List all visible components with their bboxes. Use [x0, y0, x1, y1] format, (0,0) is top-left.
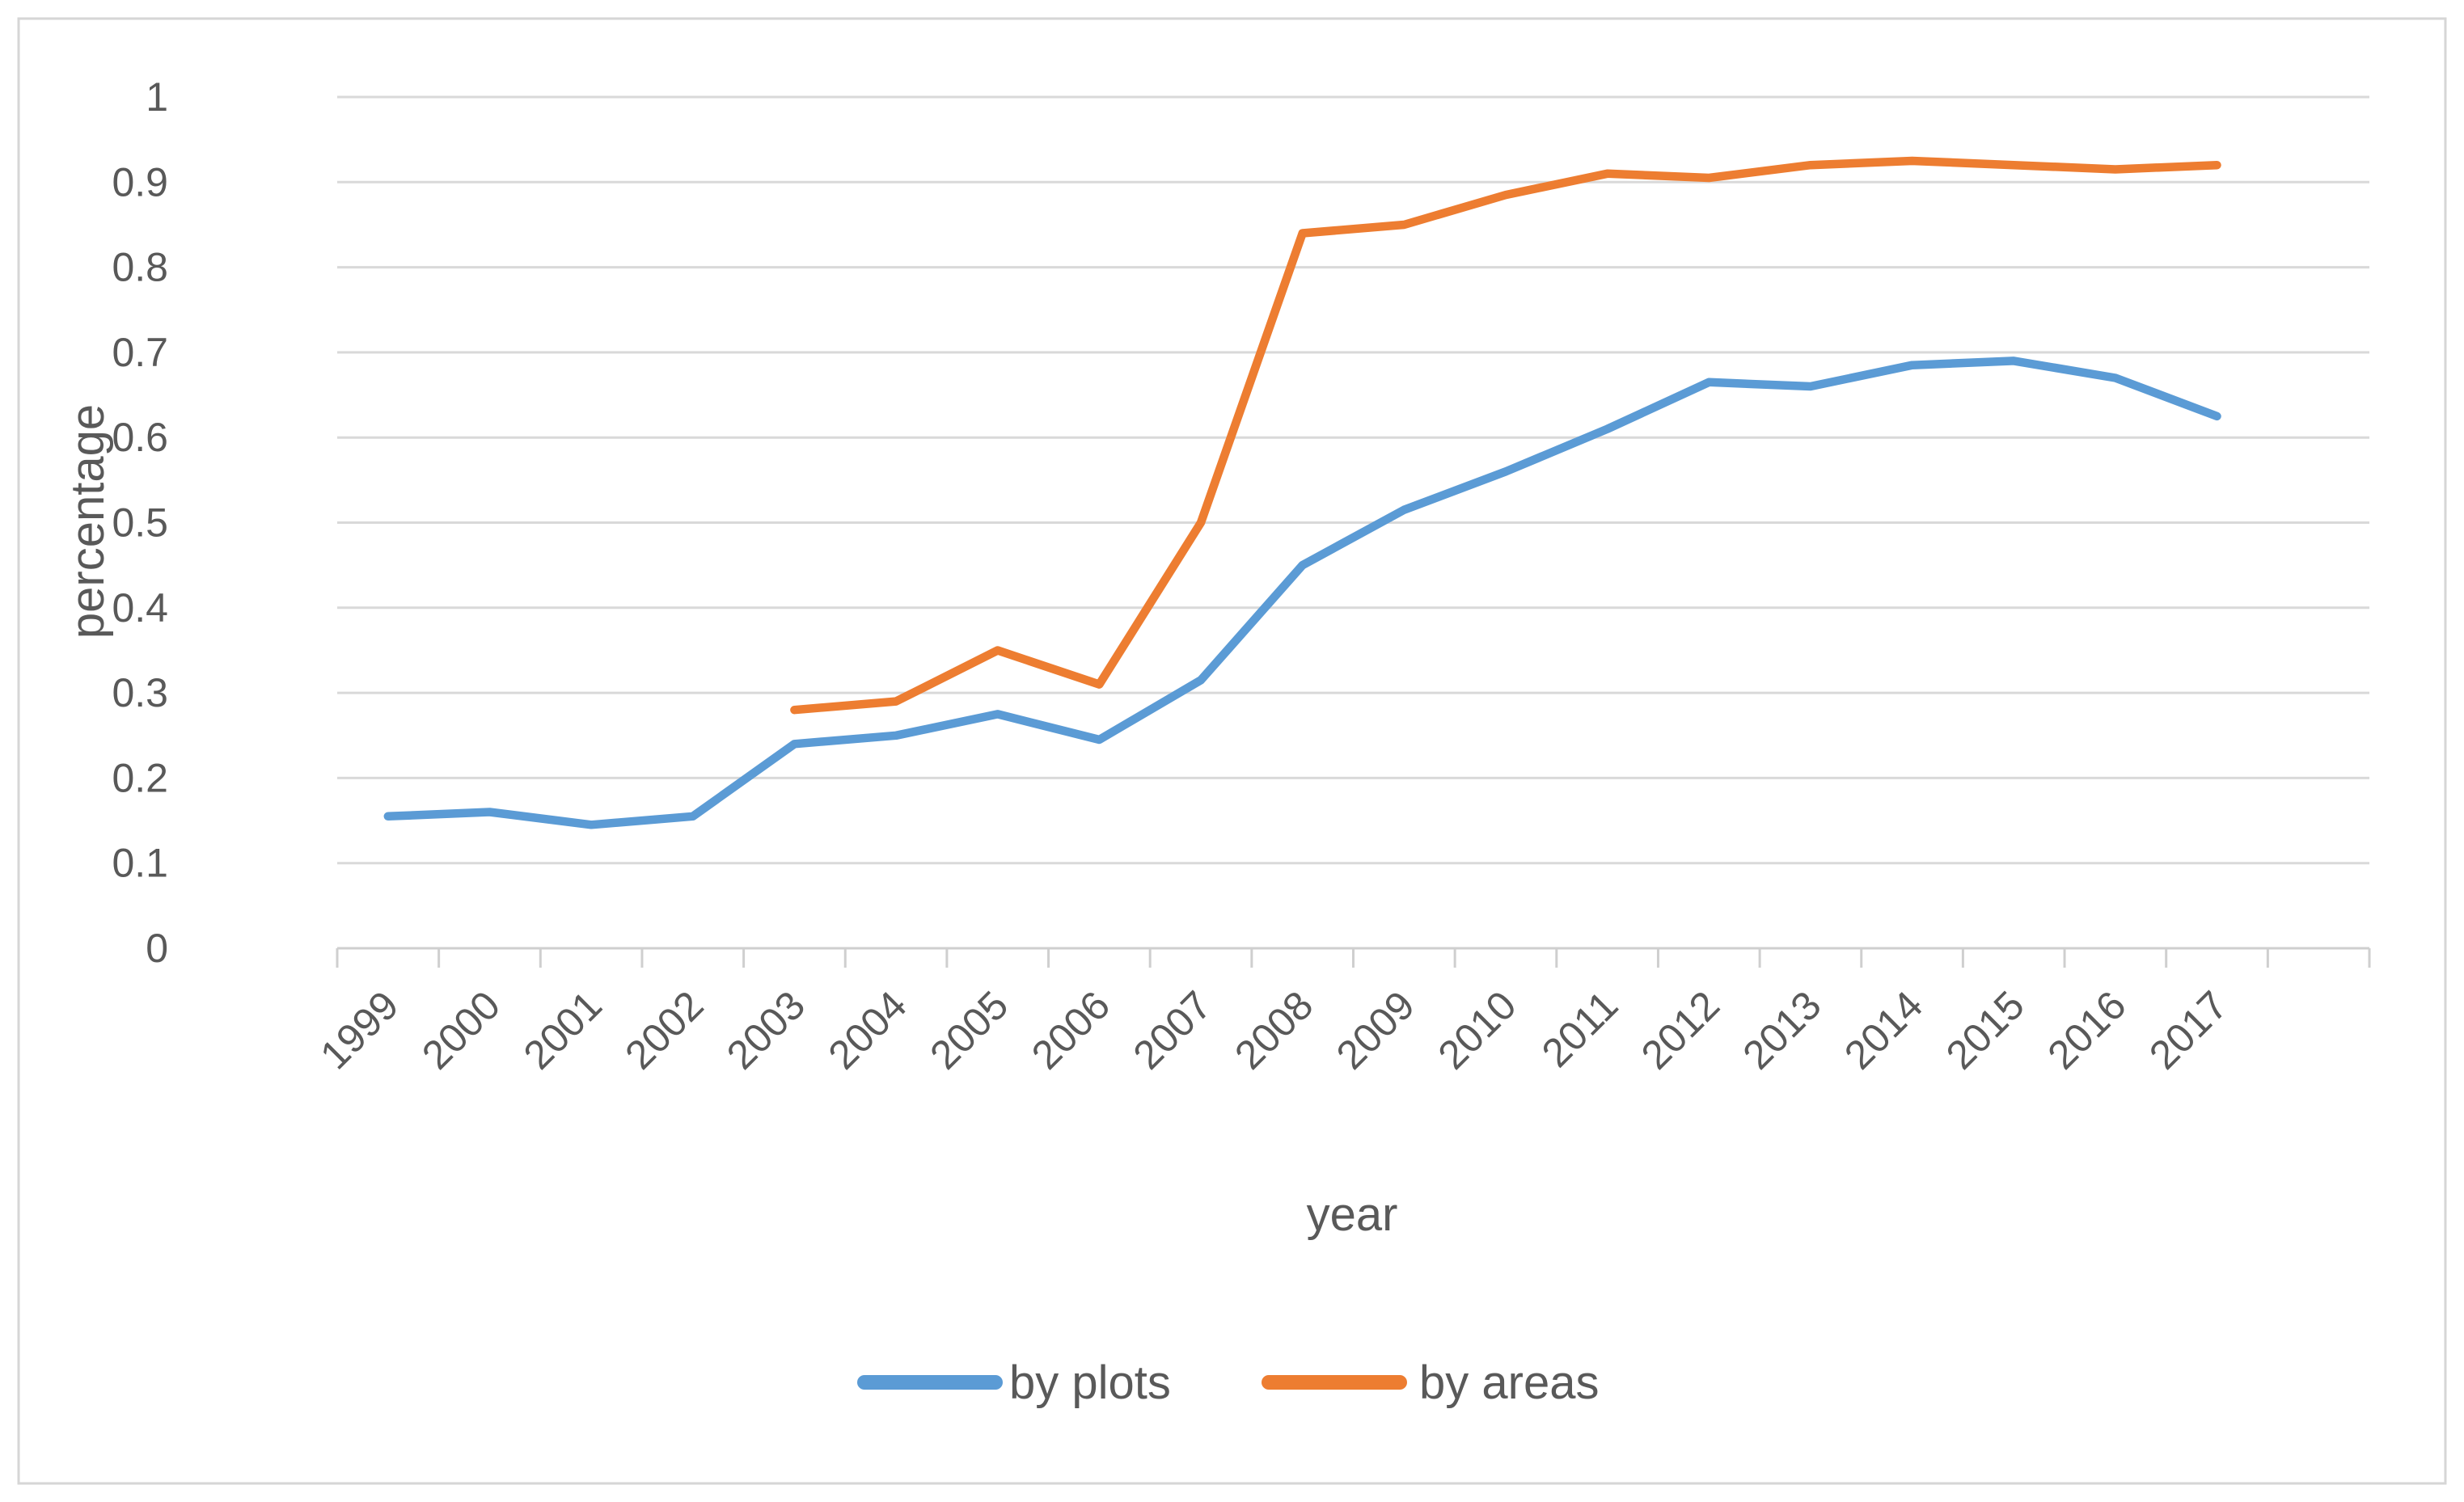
- y-tick-label: 0.1: [112, 841, 168, 886]
- x-tick-label: 2007: [1125, 982, 1220, 1078]
- x-tick-label: 2009: [1328, 982, 1423, 1078]
- series-line-by-areas: [790, 156, 2221, 715]
- y-tick-label: 0.8: [112, 245, 168, 290]
- x-tick-label: 2010: [1430, 982, 1525, 1078]
- x-tick-label: 2004: [820, 982, 915, 1078]
- x-tick-label: 1999: [311, 982, 407, 1078]
- legend-swatch-by-plots: [857, 1375, 1003, 1390]
- x-tick-label: 2005: [921, 982, 1016, 1078]
- y-tick-label: 1: [146, 74, 168, 120]
- legend-swatch-by-areas: [1262, 1375, 1407, 1390]
- x-tick-label: 2003: [718, 982, 814, 1078]
- legend-label-by-areas: by areas: [1419, 1356, 1599, 1409]
- x-tick-label: 2015: [1938, 982, 2033, 1078]
- series-line-by-plots: [383, 357, 2221, 829]
- y-tick-label: 0.6: [112, 415, 168, 460]
- x-tick-label: 2016: [2039, 982, 2134, 1078]
- x-tick-label: 2000: [413, 982, 509, 1078]
- y-tick-label: 0: [146, 926, 168, 971]
- legend-label-by-plots: by plots: [1009, 1356, 1171, 1409]
- y-gridlines-group: [337, 95, 2369, 865]
- x-tick-label: 2017: [2141, 982, 2236, 1078]
- x-axis-title: year: [1307, 1188, 1398, 1241]
- x-tick-label: 2013: [1734, 982, 1829, 1078]
- x-tick-label: 2012: [1633, 982, 1728, 1078]
- x-tick-label: 2001: [515, 982, 611, 1078]
- x-tick-label: 2011: [1533, 982, 1627, 1076]
- y-axis-tick-labels-group: 0 0.1 0.2 0.3 0.4 0.5 0.6 0.7 0.8 0.9 1: [112, 74, 168, 971]
- x-tick-label: 2006: [1023, 982, 1118, 1078]
- y-tick-label: 0.7: [112, 330, 168, 375]
- x-axis-group: [336, 947, 2371, 968]
- y-axis-title: percentage: [61, 404, 114, 639]
- y-tick-label: 0.4: [112, 585, 168, 631]
- figure-border: [17, 17, 2447, 1485]
- legend: by plots by areas: [857, 1356, 1599, 1409]
- x-tick-label: 2014: [1836, 982, 1931, 1078]
- series-lines-group: [383, 156, 2221, 829]
- y-tick-label: 0.5: [112, 500, 168, 546]
- y-tick-label: 0.2: [112, 755, 168, 800]
- x-tick-label: 2008: [1226, 982, 1321, 1078]
- y-tick-label: 0.9: [112, 159, 168, 205]
- y-tick-label: 0.3: [112, 670, 168, 715]
- x-tick-label: 2002: [616, 982, 712, 1078]
- x-axis-tick-labels-group: 1999 2000 2001 2002 2003 2004 2005 2006 2007 2008…: [311, 982, 2236, 1078]
